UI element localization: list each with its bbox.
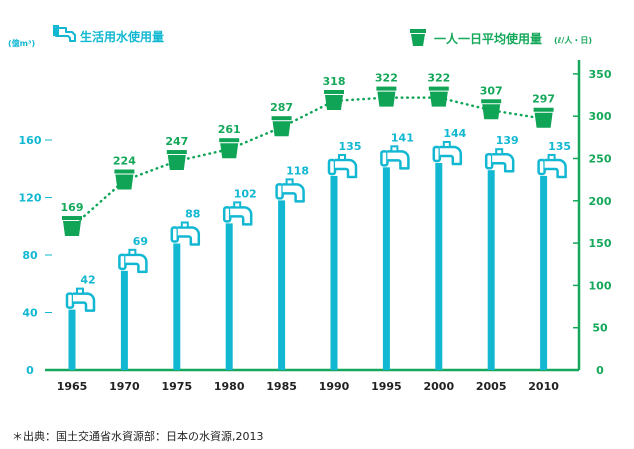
x-tick-label: 1975 [161,380,192,393]
bar [225,223,233,370]
bar-value-label: 139 [496,134,519,147]
line-series: 169 224 247 261 287 318 322 322 307 297 [61,72,555,237]
left-tick-label: 0 [26,364,34,377]
faucet-icon [65,287,96,312]
bar-value-label: 135 [339,140,362,153]
x-tick-label: 2010 [528,380,559,393]
cup-marker [324,89,344,110]
cup-marker [271,116,292,137]
bar [120,270,128,370]
bar-value-label: 141 [391,131,414,144]
x-tick-label: 2005 [476,380,507,393]
legend-right-label: 一人一日平均使用量 [434,31,542,46]
right-tick-label: 0 [596,364,604,377]
legend-left-label: 生活用水使用量 [80,29,164,44]
x-tick-label: 1990 [319,380,350,393]
x-tick-label: 1970 [109,380,140,393]
faucet-icon [53,25,76,42]
bar [382,167,390,370]
cup-marker [376,86,397,107]
bar-value-label: 144 [443,127,466,140]
cup-marker [481,99,502,120]
bar [330,175,338,370]
faucet-icon [170,221,201,246]
left-tick-label: 40 [22,307,38,320]
legend-left: (億m³) 生活用水使用量 [8,25,164,48]
bar-value-label: 69 [133,235,148,248]
legend-right: 一人一日平均使用量 (ℓ/人・日) [410,29,592,46]
source-note: ＊出典：国土交通省水資源部：日本の水資源,2013 [12,429,264,443]
cup-marker [428,86,449,107]
left-tick-label: 80 [22,249,38,262]
faucet-icon [222,201,253,226]
left-axis-unit: (億m³) [8,38,35,48]
bar [435,163,443,370]
left-axis: 0 40 80 120 160 [19,134,52,377]
line-value-label: 169 [61,201,84,214]
cup-marker [166,150,187,171]
line-value-label: 307 [480,84,503,97]
left-tick-label: 160 [19,134,42,147]
x-tick-label: 1965 [57,380,88,393]
x-tick-label: 1985 [266,380,297,393]
bar-value-label: 118 [286,164,309,177]
line-value-label: 224 [113,154,136,167]
line-value-label: 322 [427,72,450,85]
x-tick-label: 1995 [371,380,402,393]
bar [68,309,76,370]
x-tick-label: 1980 [214,380,245,393]
faucet-icon [275,178,305,203]
bar [487,170,495,370]
x-axis-labels: 1965 1970 1975 1980 1985 1990 1995 2000 2005 2010 [57,380,560,393]
cup-icon [410,29,426,46]
cup-marker [114,169,135,190]
bar [540,175,548,370]
faucet-icon [484,148,515,173]
bar-value-label: 102 [234,187,257,200]
cup-marker [62,216,82,237]
faucet-icon [537,153,567,179]
x-tick-label: 2000 [423,380,454,393]
right-tick-label: 100 [589,279,612,292]
right-tick-label: 150 [589,237,612,250]
right-tick-label: 250 [589,153,612,166]
bar [173,243,181,370]
cup-marker [533,107,554,128]
right-tick-label: 350 [589,68,612,81]
series-line [70,96,545,229]
left-tick-label: 120 [19,192,42,205]
faucet-icon [327,153,358,179]
line-value-label: 247 [165,135,188,148]
bar [278,200,286,370]
bar-value-label: 88 [185,208,200,221]
bar-value-label: 135 [548,140,571,153]
faucet-icon [380,145,410,170]
right-axis-unit: (ℓ/人・日) [554,35,592,45]
cup-marker [219,138,240,159]
line-value-label: 318 [323,75,346,88]
line-value-label: 261 [218,123,241,136]
bar-series: 42 69 88 102 118 135 141 144 139 135 [65,127,571,370]
faucet-icon [432,141,463,166]
line-value-label: 322 [375,72,398,85]
right-tick-label: 300 [589,110,612,123]
faucet-icon [118,248,148,274]
line-value-label: 297 [532,93,555,106]
right-tick-label: 50 [592,322,608,335]
right-tick-label: 200 [589,195,612,208]
bar-value-label: 42 [80,274,95,287]
line-value-label: 287 [270,101,293,114]
right-axis: 0 50 100 150 200 250 300 350 [573,68,612,377]
